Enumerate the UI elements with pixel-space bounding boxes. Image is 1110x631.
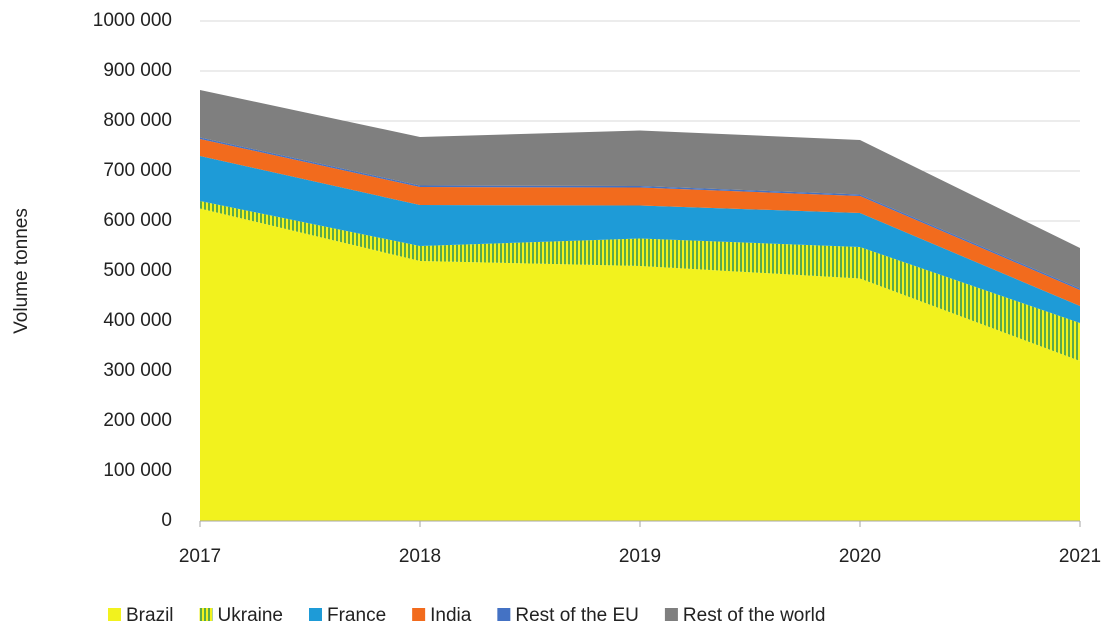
- x-tick-label: 2019: [619, 546, 661, 567]
- x-tick-label: 2018: [399, 546, 441, 567]
- y-tick-label: 400 000: [103, 310, 172, 331]
- legend-swatch: [664, 608, 678, 621]
- legend-swatch: [309, 608, 322, 621]
- legend-label: Ukraine: [218, 605, 283, 626]
- legend-label: Rest of the EU: [515, 605, 639, 626]
- y-tick-label: 500 000: [103, 260, 172, 281]
- y-tick-label: 700 000: [103, 160, 172, 181]
- area: [200, 208, 1080, 521]
- legend-swatch: [108, 608, 121, 621]
- legend-swatch: [199, 608, 213, 621]
- area: [200, 137, 1080, 290]
- area: [200, 156, 1080, 323]
- y-tick-label: 200 000: [103, 410, 172, 431]
- area: [200, 90, 1080, 289]
- legend-label: Brazil: [126, 605, 174, 626]
- y-tick-label: 800 000: [103, 110, 172, 131]
- legend-swatch: [497, 608, 511, 621]
- y-tick-label: 100 000: [103, 460, 172, 481]
- y-tick-label: 0: [161, 510, 172, 531]
- x-tick-label: 2021: [1059, 546, 1101, 567]
- y-tick-label: 1000 000: [93, 10, 172, 31]
- y-tick-label: 300 000: [103, 360, 172, 381]
- legend-label: France: [327, 605, 386, 626]
- y-tick-label: 600 000: [103, 210, 172, 231]
- area: [200, 139, 1080, 306]
- legend-label: India: [430, 605, 472, 626]
- legend-label: Rest of the world: [683, 605, 826, 626]
- x-tick-label: 2017: [179, 546, 221, 567]
- y-axis-title: Volume tonnes: [11, 208, 32, 334]
- x-tick-label: 2020: [839, 546, 881, 567]
- area: [200, 201, 1080, 361]
- legend-swatch: [412, 608, 426, 621]
- y-tick-label: 900 000: [103, 60, 172, 81]
